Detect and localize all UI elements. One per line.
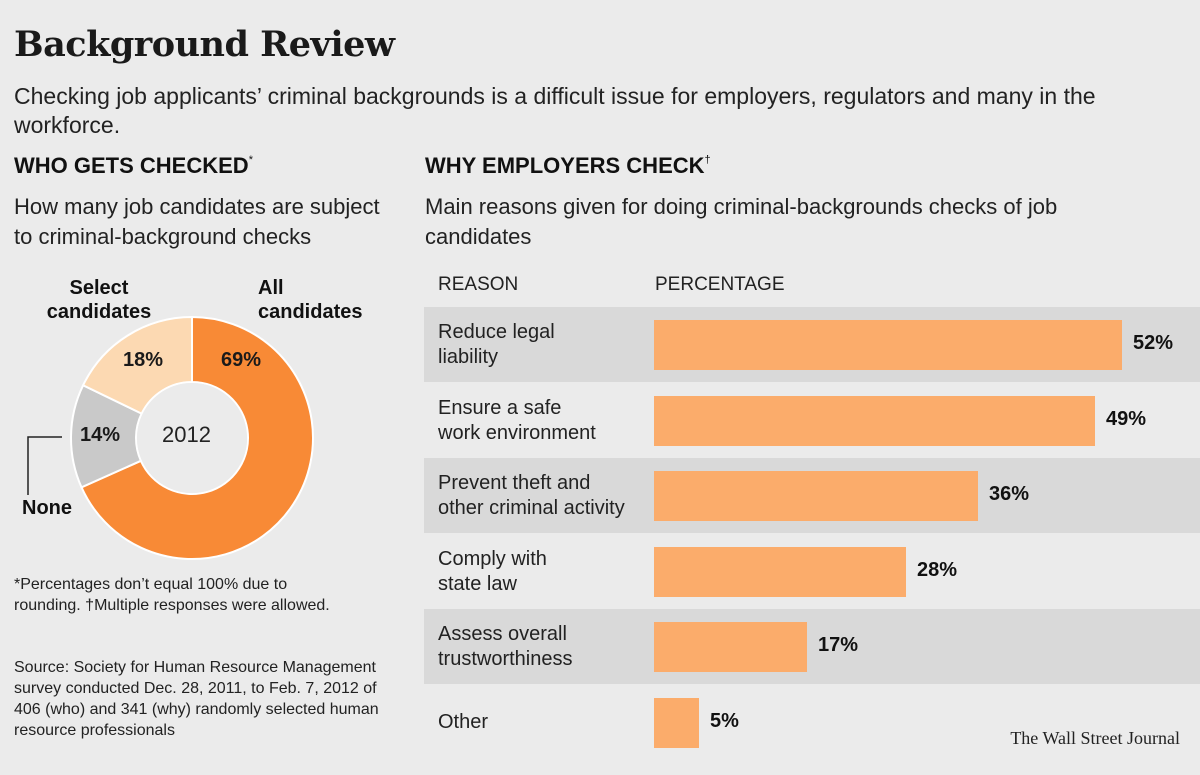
bar-row-label-line2: work environment — [438, 421, 596, 444]
select-value-label: 18% — [123, 349, 164, 371]
bar-row-label-line1: Reduce legal — [438, 321, 555, 343]
bar-value-label: 28% — [917, 558, 958, 581]
bar-row: Assess overall trustworthiness 17% — [424, 609, 1200, 684]
none-value-label: 14% — [80, 424, 121, 446]
all-value-label: 69% — [221, 349, 262, 371]
select-candidates-label: Select candidates — [46, 277, 152, 323]
bar-row: Comply with state law 28% — [424, 534, 1200, 609]
donut-svg — [27, 315, 314, 560]
donut-slice-all — [80, 315, 314, 560]
source-note: Source: Society for Human Resource Manag… — [14, 659, 379, 739]
none-leader-line — [27, 436, 62, 495]
bar-row-label-line1: Comply with — [438, 547, 547, 570]
none-label: None — [22, 497, 72, 519]
bar — [654, 622, 807, 672]
bar-row: Reduce legal liability 52% — [424, 307, 1200, 382]
percentage-column-header: PERCENTAGE — [655, 274, 785, 295]
dagger-mark: † — [704, 154, 711, 166]
bar-row: Other 5% — [424, 685, 1200, 760]
bar — [654, 471, 978, 521]
bar-row-label-line2: liability — [438, 346, 499, 368]
who-gets-checked-subheading: How many job candidates are subject to c… — [14, 194, 380, 249]
bar-value-label: 17% — [818, 634, 859, 656]
footnote: *Percentages don’t equal 100% due to rou… — [14, 576, 330, 614]
bar-row-label-line2: trustworthiness — [438, 648, 573, 670]
bar-row-label: Assess overall trustworthiness — [438, 622, 653, 672]
all-candidates-label: All candidates — [258, 277, 363, 323]
bar-value-label: 49% — [1106, 407, 1147, 430]
bar-row-label-line2: other criminal activity — [438, 497, 625, 519]
bar — [654, 395, 1095, 446]
bar — [654, 697, 699, 748]
donut-center-year: 2012 — [162, 422, 211, 447]
bar-row: Prevent theft and other criminal activity… — [424, 458, 1200, 533]
asterisk-mark: * — [248, 154, 253, 166]
page-title: Background Review — [14, 24, 395, 65]
bar — [654, 320, 1122, 370]
donut-chart: Select candidates All candidates None 18… — [0, 270, 400, 570]
bar-row-label-line1: Other — [438, 710, 489, 733]
bar-row-label: Ensure a safe work environment — [438, 396, 653, 446]
page-subtitle: Checking job applicants’ criminal backgr… — [14, 83, 1096, 138]
credit-line: The Wall Street Journal — [1010, 728, 1180, 748]
bar-row-label: Other — [438, 710, 653, 735]
donut-hole — [137, 383, 247, 493]
bar-value-label: 5% — [710, 709, 739, 732]
bar-value-label: 36% — [989, 483, 1030, 505]
bar-value-label: 52% — [1133, 332, 1174, 354]
bar — [654, 546, 906, 597]
bar-row-label-line1: Assess overall — [438, 623, 567, 645]
bar-row-label: Prevent theft and other criminal activity — [438, 471, 653, 521]
why-employers-check-subheading: Main reasons given for doing criminal-ba… — [425, 194, 1058, 249]
why-employers-check-heading: WHY EMPLOYERS CHECK† — [425, 153, 711, 178]
bar-row-label-line1: Ensure a safe — [438, 396, 562, 419]
donut-slice-select — [81, 315, 193, 415]
bar-row: Ensure a safe work environment 49% — [424, 383, 1200, 458]
reason-column-header: REASON — [438, 274, 519, 295]
bar-row-label-line1: Prevent theft and — [438, 472, 591, 494]
bar-row-label-line2: state law — [438, 572, 517, 595]
bar-row-label: Comply with state law — [438, 547, 653, 597]
bar-row-label: Reduce legal liability — [438, 320, 653, 370]
who-gets-checked-heading: WHO GETS CHECKED* — [14, 153, 253, 178]
